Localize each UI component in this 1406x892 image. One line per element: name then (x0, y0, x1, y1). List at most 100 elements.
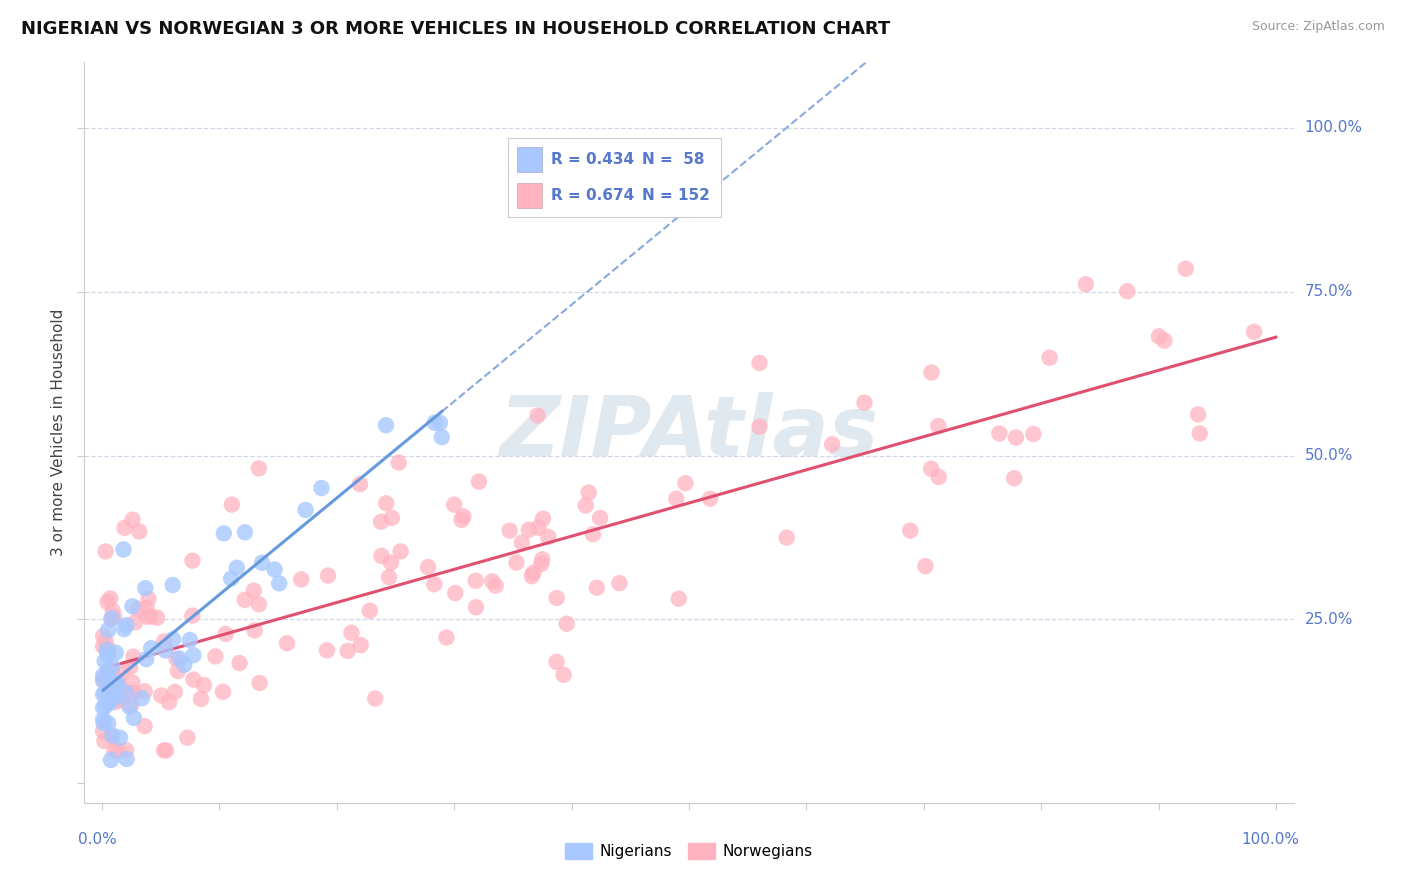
Point (522, 566, 544, 580)
Point (173, 657, 195, 672)
Point (103, 610, 125, 624)
Point (131, 691, 153, 706)
Point (311, 481, 333, 495)
Point (91, 672, 114, 686)
Point (243, 624, 266, 638)
Point (91, 700, 114, 714)
Text: 0.0%: 0.0% (79, 832, 117, 847)
Point (578, 485, 600, 500)
Point (101, 659, 124, 673)
Point (162, 632, 184, 647)
Text: ZIPAtlas: ZIPAtlas (499, 392, 879, 473)
Point (135, 652, 157, 666)
Point (150, 689, 173, 703)
Point (242, 583, 264, 598)
Point (665, 491, 688, 506)
Point (105, 743, 128, 757)
Point (364, 691, 387, 706)
Point (375, 418, 398, 433)
Point (167, 664, 190, 678)
Point (193, 678, 215, 692)
Point (464, 574, 486, 588)
Point (93, 654, 115, 668)
Point (115, 743, 138, 757)
Point (134, 581, 156, 595)
Point (91, 673, 114, 688)
Point (416, 560, 439, 574)
Point (388, 456, 411, 470)
Text: 75.0%: 75.0% (1305, 285, 1353, 299)
Point (104, 673, 127, 688)
Point (107, 677, 129, 691)
Point (444, 586, 467, 600)
Point (1022, 427, 1045, 442)
Point (520, 569, 543, 583)
Point (294, 503, 316, 517)
Point (378, 570, 401, 584)
Point (176, 731, 198, 745)
Point (481, 574, 503, 589)
Point (94, 544, 117, 558)
Point (115, 618, 138, 632)
Point (94, 634, 117, 648)
Text: R = 0.674: R = 0.674 (551, 188, 634, 203)
Point (101, 664, 124, 678)
Point (537, 530, 560, 544)
Point (204, 649, 226, 664)
Point (675, 476, 697, 491)
Point (423, 577, 446, 591)
Point (108, 693, 131, 707)
Point (104, 695, 127, 709)
Point (450, 513, 472, 527)
Point (233, 525, 256, 540)
Point (97, 648, 120, 662)
Point (249, 676, 271, 690)
Legend: Nigerians, Norwegians: Nigerians, Norwegians (558, 838, 820, 865)
Point (121, 599, 143, 614)
Text: 100.0%: 100.0% (1241, 832, 1299, 847)
Point (1243, 325, 1265, 339)
Point (247, 597, 270, 611)
Text: R = 0.434: R = 0.434 (551, 152, 634, 167)
Point (430, 430, 453, 444)
Point (97, 671, 120, 685)
Point (118, 699, 141, 714)
Point (464, 600, 486, 615)
Point (155, 643, 177, 657)
Point (350, 638, 373, 652)
Text: N =  58: N = 58 (643, 152, 704, 167)
Point (104, 690, 127, 704)
Point (141, 641, 163, 656)
Point (380, 556, 402, 570)
Point (531, 552, 554, 566)
Point (429, 416, 451, 430)
Point (115, 686, 138, 700)
Point (103, 671, 125, 685)
Point (340, 625, 363, 640)
Point (162, 578, 184, 592)
Point (122, 711, 145, 725)
Point (165, 651, 187, 665)
Point (228, 656, 250, 670)
Point (575, 499, 598, 513)
Point (1039, 351, 1062, 365)
Point (105, 675, 128, 690)
Point (112, 664, 135, 678)
Point (748, 356, 770, 370)
Y-axis label: 3 or more Vehicles in Household: 3 or more Vehicles in Household (51, 309, 66, 557)
Point (546, 655, 568, 669)
Point (104, 676, 127, 690)
Point (101, 729, 124, 743)
Point (1005, 430, 1028, 444)
Point (589, 511, 612, 525)
Point (91, 629, 114, 643)
Point (510, 535, 533, 549)
Point (370, 549, 392, 563)
Point (135, 609, 157, 624)
Point (443, 498, 465, 512)
Point (776, 531, 799, 545)
Point (290, 573, 312, 587)
FancyBboxPatch shape (508, 138, 720, 217)
Point (269, 576, 291, 591)
Point (1188, 426, 1211, 441)
